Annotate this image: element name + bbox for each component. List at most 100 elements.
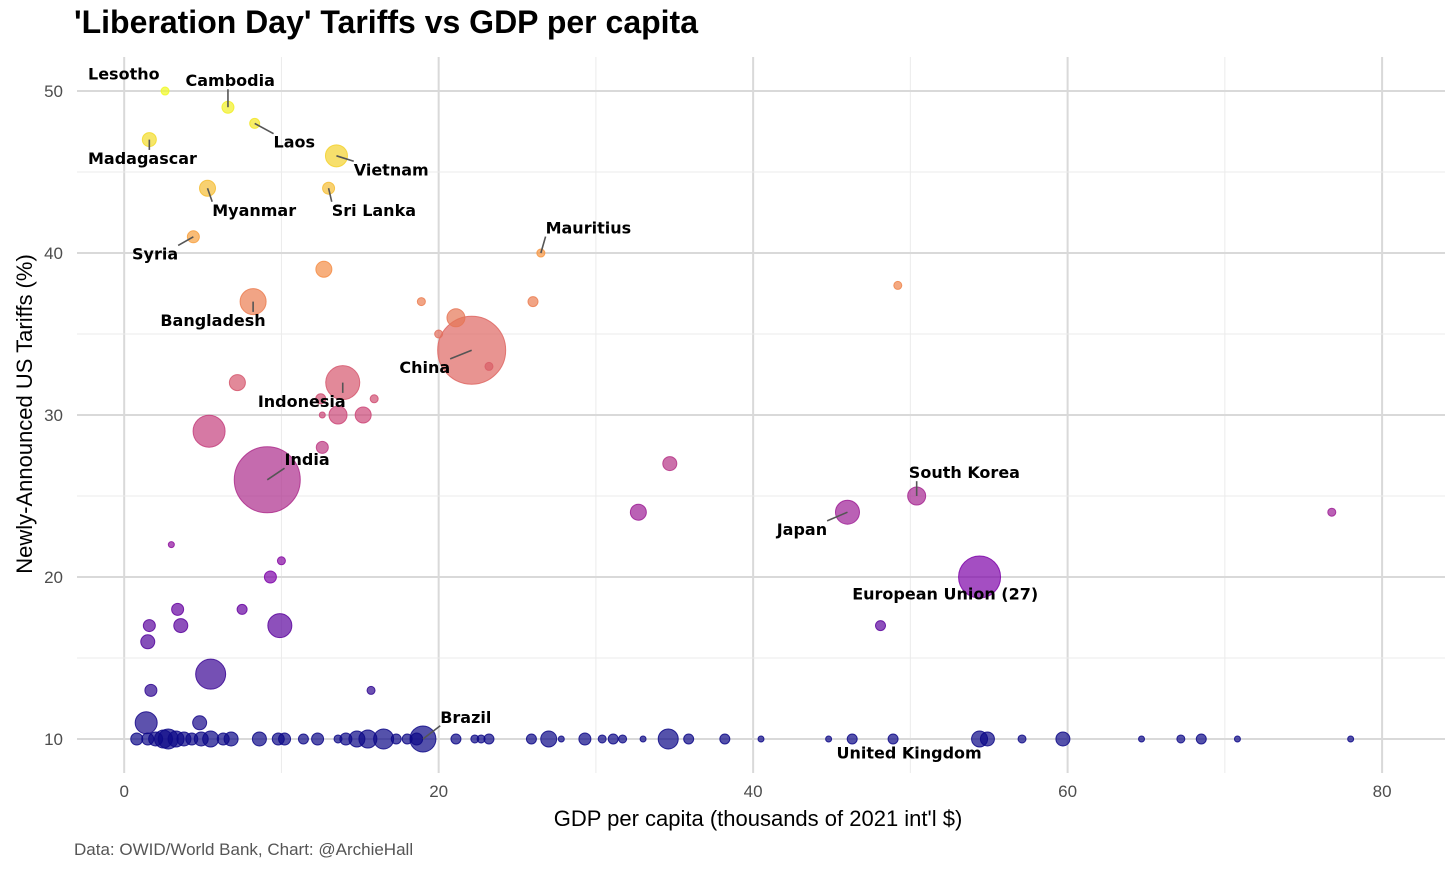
point-label: South Korea: [909, 463, 1020, 482]
leader-line: [336, 155, 354, 163]
leader-line: [540, 236, 547, 254]
data-point: [434, 329, 444, 339]
data-point: [607, 733, 619, 745]
data-point: [450, 733, 462, 745]
data-point: [719, 733, 731, 745]
point-label: Cambodia: [185, 71, 274, 90]
data-point: [1233, 735, 1241, 743]
leader-line: [327, 188, 333, 202]
data-point: [1138, 735, 1146, 743]
data-point: [1176, 734, 1186, 744]
data-point: [1327, 507, 1337, 517]
data-point: [476, 734, 486, 744]
y-tick-labels: 10 20 30 40 50: [44, 82, 63, 749]
data-point: [160, 86, 170, 96]
data-point: [893, 280, 903, 290]
grid-lines: [77, 57, 1445, 773]
point-label: Laos: [274, 133, 316, 152]
data-point: [192, 414, 226, 448]
point-label: Japan: [776, 520, 827, 539]
y-tick-label: 20: [44, 568, 63, 587]
data-point: [401, 733, 413, 745]
point-label: Lesotho: [88, 65, 160, 84]
x-tick-labels: 0 20 40 60 80: [119, 782, 1391, 801]
data-point: [887, 733, 899, 745]
leader-line: [254, 122, 274, 135]
data-point: [171, 602, 185, 616]
data-point: [846, 733, 858, 745]
data-point: [263, 570, 277, 584]
data-point: [195, 658, 227, 690]
label-leader-lines: [148, 89, 918, 740]
data-point: [134, 711, 158, 735]
data-point: [1347, 735, 1355, 743]
data-point: [1195, 733, 1207, 745]
data-point: [825, 735, 833, 743]
point-label: European Union (27): [852, 585, 1038, 604]
leader-line: [449, 349, 472, 360]
data-point: [369, 394, 379, 404]
y-tick-label: 40: [44, 244, 63, 263]
x-axis-title: GDP per capita (thousands of 2021 int'l …: [554, 806, 963, 831]
data-point: [315, 393, 327, 405]
data-point: [1055, 731, 1071, 747]
point-label: Mauritius: [546, 219, 632, 238]
data-point: [141, 732, 155, 746]
chart-caption: Data: OWID/World Bank, Chart: @ArchieHal…: [74, 840, 414, 859]
data-point: [557, 735, 565, 743]
data-point: [276, 556, 286, 566]
data-point: [958, 555, 1002, 599]
data-point: [140, 634, 156, 650]
data-point: [311, 732, 325, 746]
data-point: [236, 603, 248, 615]
point-label: United Kingdom: [836, 743, 981, 762]
point-label: Vietnam: [354, 160, 429, 179]
point-label: Syria: [132, 244, 178, 263]
leader-line: [422, 725, 441, 740]
data-point: [318, 411, 326, 419]
chart-title: 'Liberation Day' Tariffs vs GDP per capi…: [74, 4, 698, 40]
data-point: [130, 732, 144, 746]
y-tick-label: 30: [44, 406, 63, 425]
point-label: Indonesia: [258, 392, 346, 411]
data-point: [354, 406, 372, 424]
data-point: [167, 541, 175, 549]
data-point: [757, 735, 765, 743]
data-point: [657, 728, 679, 750]
data-point: [618, 734, 628, 744]
data-point: [390, 733, 402, 745]
data-point: [366, 685, 376, 695]
data-point: [578, 732, 592, 746]
data-points: [130, 86, 1355, 753]
data-point: [185, 732, 199, 746]
point-label: Brazil: [440, 708, 491, 727]
data-point: [683, 733, 695, 745]
data-point: [639, 735, 647, 743]
data-point: [251, 731, 267, 747]
point-label: Bangladesh: [160, 311, 265, 330]
data-point: [192, 715, 208, 731]
x-tick-label: 0: [119, 782, 128, 801]
data-point: [173, 618, 189, 634]
data-point: [278, 732, 292, 746]
data-point: [416, 297, 426, 307]
data-point: [333, 734, 343, 744]
data-point: [216, 732, 230, 746]
point-label: Myanmar: [212, 201, 296, 220]
leader-line: [266, 467, 286, 481]
data-point: [525, 733, 537, 745]
data-point: [662, 456, 678, 472]
data-point: [328, 405, 348, 425]
y-axis-title: Newly-Announced US Tariffs (%): [12, 254, 37, 574]
data-point: [629, 503, 647, 521]
leader-line: [826, 511, 848, 522]
x-tick-label: 60: [1058, 782, 1077, 801]
data-point: [315, 440, 329, 454]
data-point: [144, 683, 158, 697]
data-point: [297, 733, 309, 745]
data-point: [484, 361, 494, 371]
data-point: [527, 296, 539, 308]
point-label: Madagascar: [88, 149, 197, 168]
data-point: [315, 260, 333, 278]
point-labels: Lesotho Cambodia Laos Madagascar Vietnam Myan…: [88, 65, 1038, 763]
